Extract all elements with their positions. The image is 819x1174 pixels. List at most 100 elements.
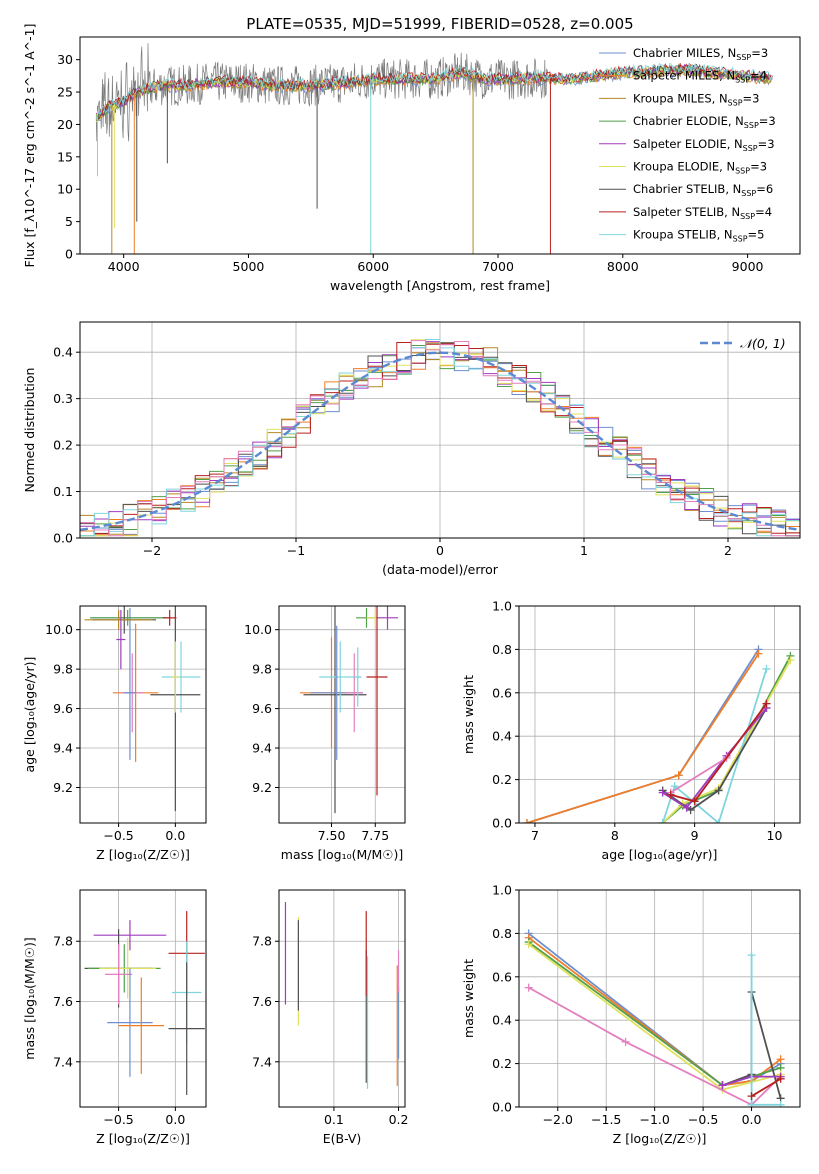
x-tick-label: 2 <box>724 543 732 558</box>
legend-value: =3 <box>759 114 776 128</box>
y-tick-label: 7.4 <box>252 1054 272 1069</box>
x-tick-label: 7 <box>531 828 539 843</box>
weight-marker <box>714 819 723 823</box>
legend-entry: Salpeter ELODIE, NSSP=3 <box>633 137 775 153</box>
y-tick-label: 7.4 <box>53 1054 73 1069</box>
weight-marker <box>718 1081 727 1090</box>
y-axis-label: Flux [f_λ10^-17 erg cm^-2 s^-1 A^-1] <box>22 24 37 268</box>
y-tick-label: 9.8 <box>252 662 272 677</box>
x-tick-label: −0.5 <box>103 1112 133 1127</box>
y-tick-label: 9.4 <box>53 741 73 756</box>
y-tick-label: 0.3 <box>53 391 73 406</box>
x-tick-label: −1.5 <box>591 1112 621 1127</box>
x-tick-label: −2 <box>143 543 161 558</box>
y-tick-label: 1.0 <box>492 599 512 614</box>
x-tick-label: 9000 <box>732 259 764 274</box>
axes-frame <box>79 36 801 255</box>
x-tick-label: 4000 <box>108 259 140 274</box>
weight-marker <box>747 951 756 960</box>
panel-4: 7 8 9 10 0.0 0.2 0.4 0.6 0.8 1.0 age [log₁₀(age/yr… <box>461 599 801 862</box>
y-tick-label: 0.6 <box>492 969 512 984</box>
x-tick-label: 1 <box>580 543 588 558</box>
residual-histogram <box>80 339 800 537</box>
y-tick-label: 0.4 <box>492 1013 512 1028</box>
y-tick-label: 30 <box>57 52 73 67</box>
legend-value: =4 <box>750 69 767 83</box>
legend-value: =3 <box>743 91 760 105</box>
legend-value: =3 <box>758 137 775 151</box>
y-tick-label: 0.0 <box>53 531 73 546</box>
plot-area <box>80 339 800 537</box>
weight-line <box>526 653 760 823</box>
legend-entry: Kroupa STELIB, NSSP=5 <box>633 228 764 244</box>
x-axis-label: E(B-V) <box>323 1131 362 1146</box>
y-tick-label: 0.0 <box>492 816 512 831</box>
axes-frame <box>518 889 801 1108</box>
weight-marker <box>690 797 699 806</box>
weight-line <box>662 659 792 823</box>
weight-marker <box>776 1055 785 1064</box>
legend-subscript: SSP <box>740 212 755 221</box>
weight-marker <box>754 649 763 658</box>
x-tick-label: 9 <box>691 828 699 843</box>
weight-marker <box>762 699 771 708</box>
weight-line <box>528 986 782 1106</box>
x-tick-label: 0.0 <box>165 828 185 843</box>
figure-title: PLATE=0535, MJD=51999, FIBERID=0528, z=0… <box>246 15 633 33</box>
weight-line <box>661 668 768 823</box>
weight-marker <box>747 1092 756 1101</box>
plot-area <box>284 902 400 1089</box>
y-tick-label: 9.6 <box>252 701 272 716</box>
legend-subscript: SSP <box>728 98 743 107</box>
normal-curve <box>80 351 800 532</box>
weight-marker <box>762 664 771 673</box>
y-axis-label: age [log₁₀(age/yr)] <box>22 657 37 773</box>
weight-marker <box>524 940 533 949</box>
panel-7: −2.0 −1.5 −1.0 −0.5 0.0 0.0 0.2 0.4 0.6 0.8 1.0 Z [… <box>461 883 801 1146</box>
residual-histogram <box>80 339 800 537</box>
y-axis-label: mass weight <box>461 675 476 754</box>
x-tick-label: 0.1 <box>324 1112 344 1127</box>
y-tick-label: 9.2 <box>53 780 73 795</box>
legend-value: =6 <box>756 182 773 196</box>
axes-frame <box>278 889 406 1108</box>
residual-histogram <box>80 340 800 537</box>
plot-area <box>524 929 785 1107</box>
y-tick-label: 7.6 <box>252 994 272 1009</box>
plot-area <box>84 606 201 812</box>
legend-entry: Salpeter MILES, NSSP=4 <box>633 69 767 85</box>
y-tick-label: 0.8 <box>492 642 512 657</box>
axes-frame <box>79 605 207 824</box>
x-tick-label: −2.0 <box>543 1112 573 1127</box>
legend-subscript: SSP <box>735 76 750 85</box>
legend-entry: 𝒩(0, 1) <box>740 336 786 351</box>
x-tick-label: −1.0 <box>639 1112 669 1127</box>
legend-entry: Salpeter STELIB, NSSP=4 <box>633 205 772 221</box>
axes-frame <box>518 605 801 824</box>
y-tick-label: 9.8 <box>53 662 73 677</box>
weight-marker <box>621 1037 630 1046</box>
y-axis-label: mass [log₁₀(M/M☉)] <box>22 937 37 1059</box>
y-tick-label: 9.4 <box>252 741 272 756</box>
panel-6: 0.1 0.2 7.4 7.6 7.8 E(B-V) <box>252 889 409 1146</box>
plot-area <box>300 606 398 814</box>
legend-value: =5 <box>748 228 765 242</box>
y-tick-label: 0 <box>65 247 73 262</box>
y-tick-label: 20 <box>57 117 73 132</box>
weight-marker <box>714 786 723 795</box>
x-tick-label: 0.0 <box>742 1112 762 1127</box>
y-tick-label: 0.2 <box>492 1056 512 1071</box>
y-tick-label: 0.0 <box>492 1100 512 1115</box>
legend-value: =3 <box>750 160 767 174</box>
axes-frame <box>278 605 406 824</box>
x-axis-label: Z [log₁₀(Z/Z☉)] <box>96 847 190 862</box>
axes-frame <box>79 889 207 1108</box>
y-tick-label: 10.0 <box>45 622 73 637</box>
x-tick-label: 0 <box>436 543 444 558</box>
x-tick-label: 8 <box>611 828 619 843</box>
panel-5: −0.5 0.0 7.4 7.6 7.8 Z [log₁₀(Z/Z☉)] mass [log… <box>22 889 207 1146</box>
x-tick-label: 0.2 <box>389 1112 409 1127</box>
weight-marker <box>658 819 667 823</box>
plot-area <box>522 645 795 823</box>
